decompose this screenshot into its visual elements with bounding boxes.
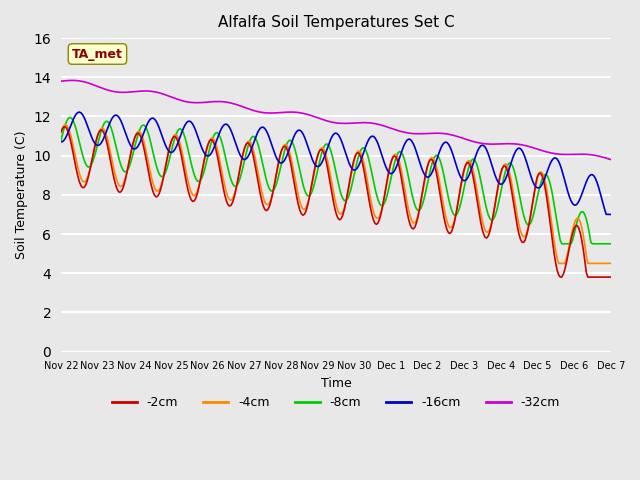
Text: TA_met: TA_met — [72, 48, 123, 60]
Title: Alfalfa Soil Temperatures Set C: Alfalfa Soil Temperatures Set C — [218, 15, 454, 30]
Legend: -2cm, -4cm, -8cm, -16cm, -32cm: -2cm, -4cm, -8cm, -16cm, -32cm — [107, 391, 565, 414]
Y-axis label: Soil Temperature (C): Soil Temperature (C) — [15, 131, 28, 259]
X-axis label: Time: Time — [321, 377, 351, 390]
